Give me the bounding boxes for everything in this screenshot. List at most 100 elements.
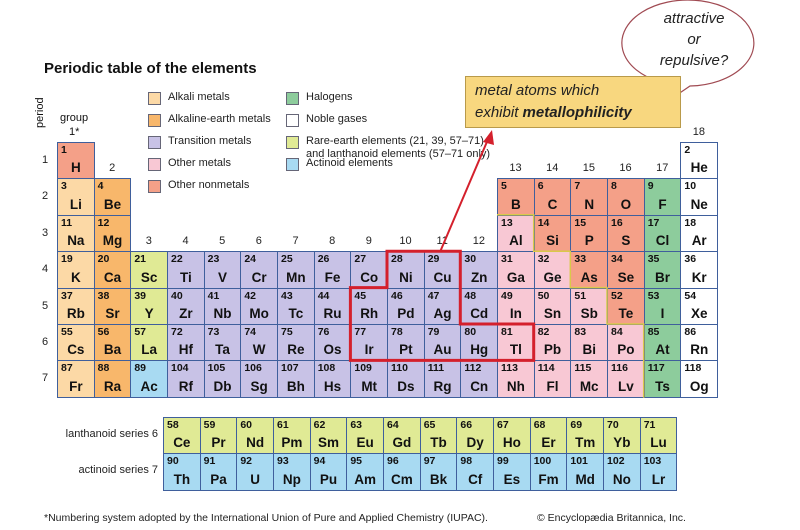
element-symbol: Be [103,196,122,212]
legend-label-line: Alkali metals [168,91,230,103]
bubble-line1: attractive [663,10,725,27]
element-symbol: Ir [364,342,374,358]
element-symbol: Pb [543,342,562,358]
atomic-number: 105 [207,362,226,375]
element-symbol: Eu [356,435,374,451]
atomic-number: 92 [240,455,253,468]
element-symbol: Mg [102,233,123,249]
atomic-number: 10 [684,180,697,193]
element-cell-lv: 116 Lv [607,360,645,398]
element-symbol: Ar [691,233,707,249]
element-symbol: Pr [211,435,226,451]
other-metal-swatch [148,158,161,171]
element-cell-sc: 21 Sc [130,251,168,289]
element-cell-s: 16 S [607,214,645,253]
speech-bubble-text: attractive or repulsive? [630,8,758,71]
atomic-number: 56 [97,326,110,338]
atomic-number: 81 [501,326,513,338]
group-label-14: 14 [546,162,559,174]
atomic-number: 83 [574,326,587,338]
legend-item-alkaline: Alkaline-earth metals [148,113,271,127]
atomic-number: 53 [647,289,660,302]
atomic-number: 5 [501,180,507,193]
atomic-number: 45 [354,289,367,302]
element-symbol: N [584,196,595,212]
annotation-line1: metal atoms which [475,82,600,99]
element-cell-se: 34 Se [607,251,645,289]
element-cell-np: 93 Np [273,453,311,491]
legend-item-noble: Noble gases [286,113,367,127]
bubble-line2: or [687,31,701,48]
element-symbol: In [509,305,522,321]
legend-label-line: Alkaline-earth metals [168,113,271,125]
atomic-number: 30 [464,253,477,266]
element-symbol: Fm [538,471,559,487]
legend-label: Other metals [168,157,231,170]
actinoids-series-label: actinoid series 7 [78,464,159,476]
element-cell-sg: 106 Sg [240,360,278,398]
element-cell-bh: 107 Bh [277,360,315,398]
element-symbol: Fe [324,269,341,285]
atomic-number: 37 [61,289,73,302]
group-label-4: 4 [182,235,189,247]
period-label-6: 6 [42,336,49,348]
period-label-3: 3 [42,226,49,239]
element-symbol: Tl [509,342,522,358]
atomic-number: 22 [171,253,183,266]
atomic-number: 114 [537,362,555,375]
element-symbol: Mn [286,269,306,285]
element-symbol: Mc [579,378,599,394]
atomic-number: 95 [350,455,363,468]
halogen-swatch [286,92,299,105]
element-cell-at: 85 At [643,324,682,362]
element-symbol: Cl [655,233,670,249]
element-symbol: Ti [179,269,192,285]
element-cell-kr: 36 Kr [680,251,719,289]
group-label-15: 15 [582,162,595,174]
element-symbol: B [510,196,521,212]
legend-label: Alkaline-earth metals [168,113,271,126]
element-symbol: Kr [691,269,707,285]
atomic-number: 116 [611,362,628,375]
alkali-swatch [148,92,161,105]
atomic-number: 75 [281,326,293,338]
atomic-number: 115 [574,362,592,375]
element-symbol: Li [69,196,82,212]
element-symbol: Ac [140,378,158,394]
atomic-number: 18 [684,216,697,229]
element-symbol: Hf [178,342,193,358]
atomic-number: 77 [354,326,367,338]
element-symbol: Sr [105,305,120,321]
atomic-number: 85 [647,326,660,338]
atomic-number: 63 [350,419,363,431]
atomic-number: 55 [61,326,73,338]
element-symbol: Hg [470,342,489,358]
lanthanoids-series-label: lanthanoid series 6 [65,428,158,440]
element-symbol: Rn [690,342,709,358]
atomic-number: 43 [281,289,293,302]
element-symbol: Mo [249,305,269,321]
group-axis-label: group [60,112,89,124]
element-symbol: Gd [392,435,412,451]
element-symbol: Hs [323,378,342,394]
atomic-number: 72 [171,326,183,338]
element-cell-fm: 100 Fm [529,453,568,491]
atomic-number: 39 [134,289,147,302]
element-cell-db: 105 Db [203,360,242,398]
element-symbol: Rf [178,378,193,394]
element-symbol: Md [575,471,595,487]
element-cell-cd: 48 Cd [460,287,499,325]
atomic-number: 107 [281,362,299,375]
element-cell-lu: 71 Lu [639,417,678,455]
atomic-number: 99 [497,455,509,468]
noble-swatch [286,114,299,127]
element-symbol: Ge [543,269,562,285]
atomic-number: 61 [277,419,289,431]
period-label-2: 2 [42,190,49,203]
element-symbol: Pm [281,435,303,451]
element-symbol: Zr [179,305,193,321]
element-symbol: Nd [246,435,265,451]
element-cell-os: 76 Os [313,324,352,362]
